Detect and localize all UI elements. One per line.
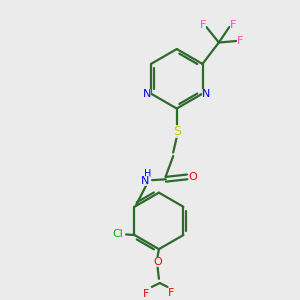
- Text: N: N: [143, 89, 151, 99]
- Text: O: O: [189, 172, 197, 182]
- Text: F: F: [168, 288, 174, 298]
- Text: O: O: [153, 256, 162, 267]
- Text: S: S: [173, 125, 181, 138]
- Text: F: F: [230, 20, 236, 30]
- Text: F: F: [143, 289, 150, 299]
- Text: N: N: [141, 176, 150, 186]
- Text: F: F: [237, 36, 244, 46]
- Text: H: H: [144, 169, 152, 179]
- Text: F: F: [200, 20, 206, 30]
- Text: Cl: Cl: [113, 230, 124, 239]
- Text: N: N: [202, 89, 211, 99]
